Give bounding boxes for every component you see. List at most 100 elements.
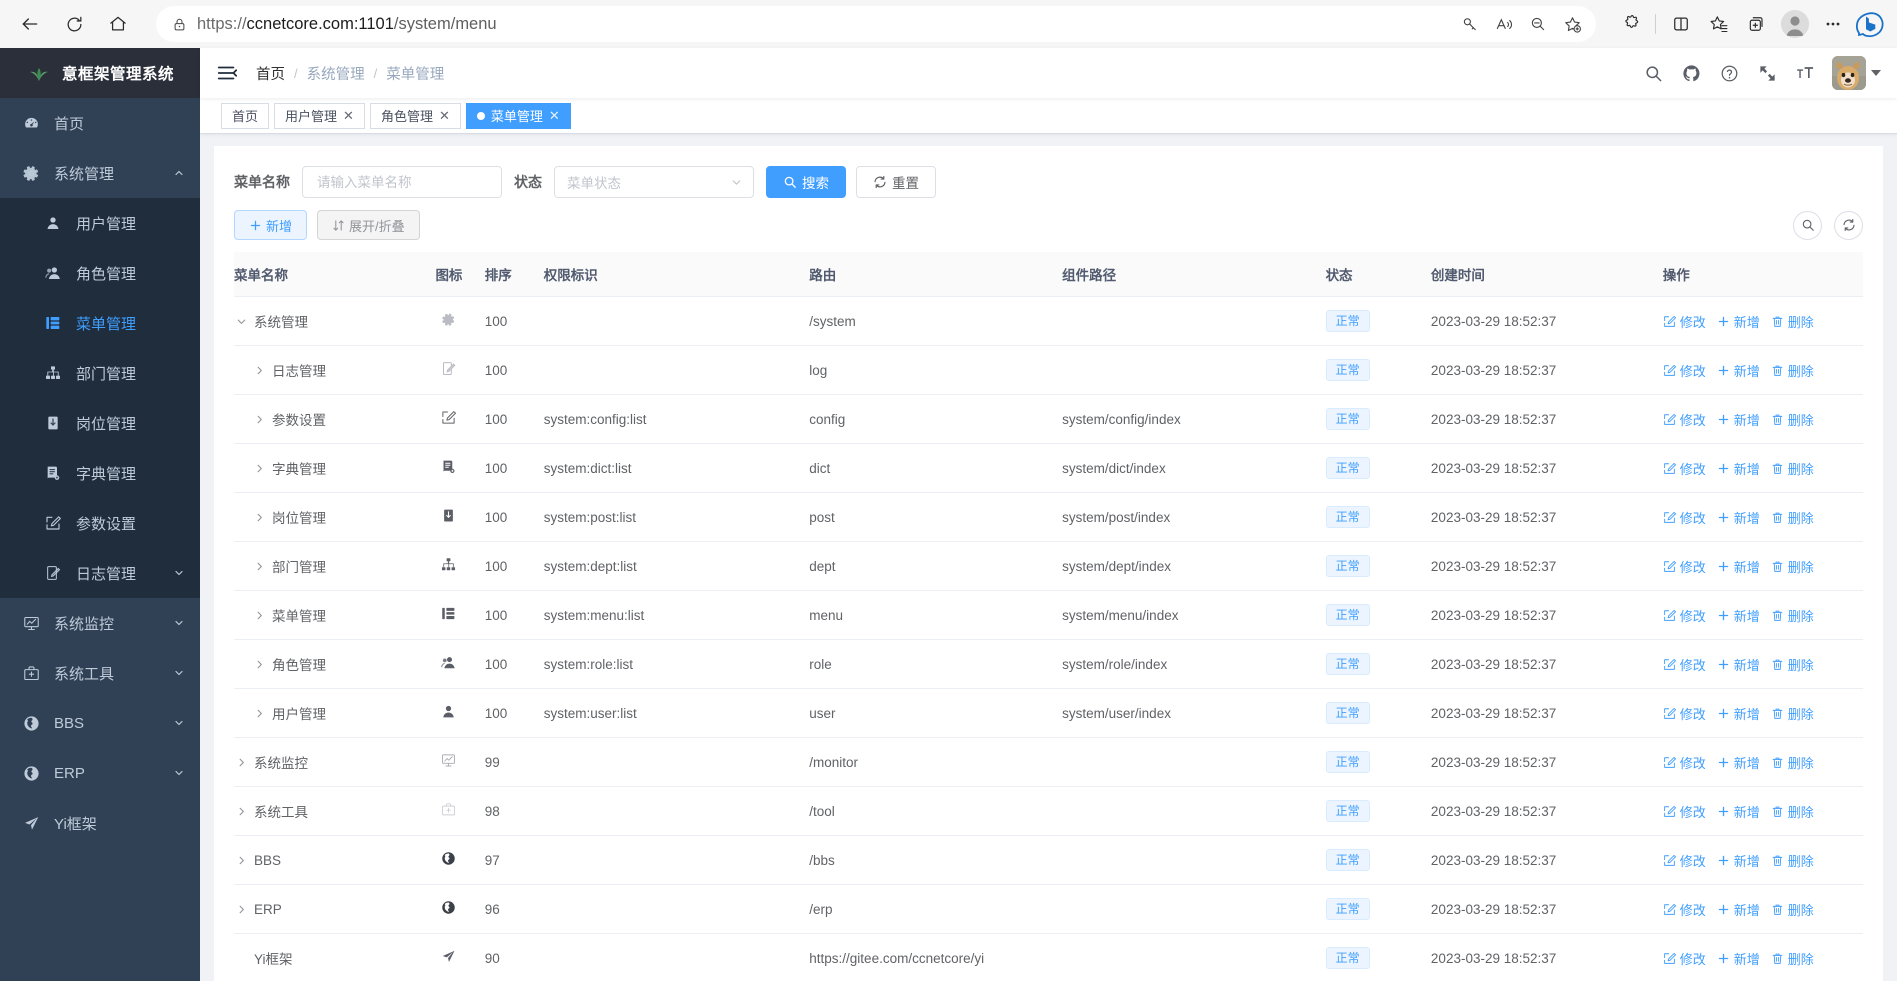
expand-collapse-button[interactable]: 展开/折叠	[317, 210, 420, 240]
reload-button[interactable]	[54, 4, 94, 44]
tab-home[interactable]: 首页	[221, 102, 270, 129]
op-edit-button[interactable]: 修改	[1663, 753, 1706, 772]
sidebar-item-bbs[interactable]: BBS	[0, 698, 200, 748]
sidebar-item-departments[interactable]: 部门管理	[0, 348, 200, 398]
expand-toggle-icon[interactable]	[252, 706, 266, 720]
op-delete-button[interactable]: 删除	[1771, 410, 1814, 429]
github-icon[interactable]	[1680, 62, 1702, 84]
table-row[interactable]: BBS 97/bbs 正常 2023-03-29 18:52:37 修改 新增 删除	[234, 835, 1863, 885]
refresh-table-button[interactable]	[1834, 210, 1863, 240]
op-add-button[interactable]: 新增	[1717, 802, 1760, 821]
op-add-button[interactable]: 新增	[1717, 312, 1760, 331]
table-row[interactable]: Yi框架 90 https://gitee.com/ccnetcore/yi 正常 20…	[234, 933, 1863, 981]
op-edit-button[interactable]: 修改	[1663, 606, 1706, 625]
op-edit-button[interactable]: 修改	[1663, 557, 1706, 576]
favorites-icon[interactable]	[1701, 6, 1737, 42]
op-edit-button[interactable]: 修改	[1663, 802, 1706, 821]
search-icon[interactable]	[1642, 62, 1664, 84]
table-row[interactable]: 部门管理 100 system:dept:list dept system/dept/i…	[234, 541, 1863, 591]
op-delete-button[interactable]: 删除	[1771, 361, 1814, 380]
op-delete-button[interactable]: 删除	[1771, 900, 1814, 919]
address-bar[interactable]: https://ccnetcore.com:1101/system/menu	[156, 6, 1596, 42]
close-icon[interactable]: ✕	[548, 108, 560, 123]
collections-icon[interactable]	[1739, 6, 1775, 42]
op-edit-button[interactable]: 修改	[1663, 949, 1706, 968]
breadcrumb-item-system[interactable]: 系统管理	[306, 66, 365, 83]
status-select[interactable]: 菜单状态	[554, 166, 754, 198]
toggle-search-button[interactable]	[1793, 210, 1822, 240]
op-edit-button[interactable]: 修改	[1663, 312, 1706, 331]
op-add-button[interactable]: 新增	[1717, 459, 1760, 478]
sidebar-item-posts[interactable]: 岗位管理	[0, 398, 200, 448]
tab-user-management[interactable]: 用户管理 ✕	[274, 102, 365, 129]
home-button[interactable]	[98, 4, 138, 44]
sidebar-item-users[interactable]: 用户管理	[0, 198, 200, 248]
profile-icon[interactable]	[1777, 6, 1813, 42]
op-delete-button[interactable]: 删除	[1771, 802, 1814, 821]
op-add-button[interactable]: 新增	[1717, 753, 1760, 772]
op-delete-button[interactable]: 删除	[1771, 606, 1814, 625]
expand-toggle-icon[interactable]	[252, 510, 266, 524]
add-favorite-icon[interactable]	[1556, 8, 1588, 40]
op-add-button[interactable]: 新增	[1717, 900, 1760, 919]
read-aloud-icon[interactable]	[1488, 8, 1520, 40]
op-delete-button[interactable]: 删除	[1771, 312, 1814, 331]
expand-toggle-icon[interactable]	[252, 363, 266, 377]
op-add-button[interactable]: 新增	[1717, 508, 1760, 527]
breadcrumb-item-home[interactable]: 首页	[256, 66, 285, 83]
expand-toggle-icon[interactable]	[252, 559, 266, 573]
table-row[interactable]: 菜单管理 100 system:menu:list menu system/menu/i…	[234, 590, 1863, 640]
sidebar-item-params[interactable]: 参数设置	[0, 498, 200, 548]
table-row[interactable]: 用户管理 100 system:user:list user system/user/i…	[234, 688, 1863, 738]
close-icon[interactable]: ✕	[343, 108, 354, 123]
table-row[interactable]: 参数设置 100 system:config:list config system/co…	[234, 394, 1863, 444]
sidebar-item-logs[interactable]: 日志管理	[0, 548, 200, 598]
table-row[interactable]: 系统管理 100/system 正常 2023-03-29 18:52:37 修改 新增 删…	[234, 296, 1863, 346]
reset-button[interactable]: 重置	[856, 166, 936, 198]
expand-toggle-icon[interactable]	[234, 804, 248, 818]
split-screen-icon[interactable]	[1663, 6, 1699, 42]
table-row[interactable]: 字典管理 100 system:dict:list dict system/dict/i…	[234, 443, 1863, 493]
settings-more-icon[interactable]	[1815, 6, 1851, 42]
expand-toggle-icon[interactable]	[252, 608, 266, 622]
op-edit-button[interactable]: 修改	[1663, 410, 1706, 429]
tab-menu-management[interactable]: 菜单管理 ✕	[465, 102, 571, 129]
sidebar-item-tools[interactable]: 系统工具	[0, 648, 200, 698]
op-edit-button[interactable]: 修改	[1663, 459, 1706, 478]
op-delete-button[interactable]: 删除	[1771, 851, 1814, 870]
sidebar-item-dict[interactable]: 字典管理	[0, 448, 200, 498]
collapse-toggle-icon[interactable]	[234, 314, 248, 328]
close-icon[interactable]: ✕	[438, 108, 450, 123]
sidebar-item-yi-framework[interactable]: Yi框架	[0, 798, 200, 848]
help-icon[interactable]	[1718, 62, 1740, 84]
op-edit-button[interactable]: 修改	[1663, 655, 1706, 674]
sidebar-logo[interactable]: 意框架管理系统	[0, 48, 200, 98]
expand-toggle-icon[interactable]	[234, 755, 248, 769]
sidebar-item-home[interactable]: 首页	[0, 98, 200, 148]
op-delete-button[interactable]: 删除	[1771, 704, 1814, 723]
key-icon[interactable]	[1454, 8, 1486, 40]
search-input[interactable]	[315, 173, 489, 191]
table-row[interactable]: 日志管理 100 log 正常 2023-03-29 18:52:37 修改 新增 删除	[234, 345, 1863, 395]
table-row[interactable]: ERP 96/erp 正常 2023-03-29 18:52:37 修改 新增 删除	[234, 884, 1863, 934]
op-delete-button[interactable]: 删除	[1771, 508, 1814, 527]
op-edit-button[interactable]: 修改	[1663, 851, 1706, 870]
op-add-button[interactable]: 新增	[1717, 949, 1760, 968]
op-delete-button[interactable]: 删除	[1771, 753, 1814, 772]
op-add-button[interactable]: 新增	[1717, 361, 1760, 380]
table-row[interactable]: 角色管理 100 system:role:list role system/role/i…	[234, 639, 1863, 689]
sidebar-item-monitor[interactable]: 系统监控	[0, 598, 200, 648]
op-add-button[interactable]: 新增	[1717, 704, 1760, 723]
op-add-button[interactable]: 新增	[1717, 606, 1760, 625]
add-button[interactable]: 新增	[234, 210, 308, 240]
op-edit-button[interactable]: 修改	[1663, 508, 1706, 527]
op-add-button[interactable]: 新增	[1717, 557, 1760, 576]
expand-toggle-icon[interactable]	[252, 461, 266, 475]
menu-name-input-wrap[interactable]	[302, 166, 502, 198]
table-row[interactable]: 系统监控 99/monitor 正常 2023-03-29 18:52:37 修改 新增 删…	[234, 737, 1863, 787]
op-delete-button[interactable]: 删除	[1771, 459, 1814, 478]
expand-toggle-icon[interactable]	[234, 902, 248, 916]
op-delete-button[interactable]: 删除	[1771, 557, 1814, 576]
expand-toggle-icon[interactable]	[252, 412, 266, 426]
op-add-button[interactable]: 新增	[1717, 410, 1760, 429]
